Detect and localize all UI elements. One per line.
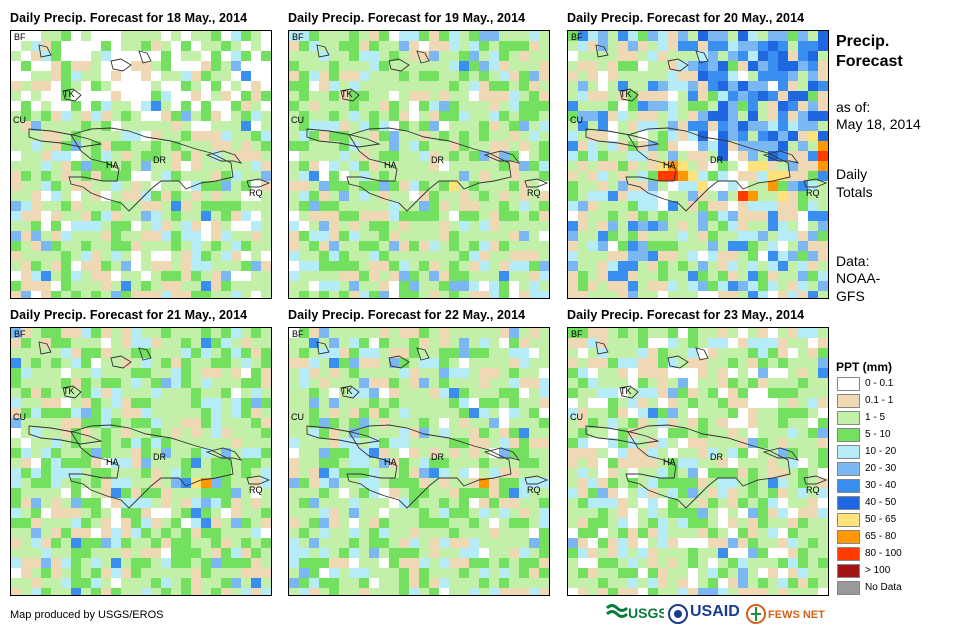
legend-label: 0.1 - 1 (865, 395, 894, 406)
map-label-bf: BF (571, 329, 583, 339)
data-line1: Data: (836, 253, 870, 269)
usgs-text: USGS (628, 605, 664, 621)
forecast-map-3: BF TK CU HA DR RQ (567, 30, 829, 299)
legend-swatch (837, 462, 860, 476)
panel-title-2: Daily Precip. Forecast for 19 May., 2014 (288, 11, 526, 25)
map-label-dr: DR (431, 452, 444, 462)
forecast-map-4: BF TK CU HA DR RQ (10, 327, 272, 596)
map-label-rq: RQ (527, 188, 541, 198)
forecast-map-6: BF TK CU HA DR RQ (567, 327, 829, 596)
map-label-dr: DR (153, 452, 166, 462)
panel-title-5: Daily Precip. Forecast for 22 May., 2014 (288, 308, 526, 322)
map-label-rq: RQ (527, 485, 541, 495)
panel-title-4: Daily Precip. Forecast for 21 May., 2014 (10, 308, 248, 322)
map-label-bf: BF (292, 32, 304, 42)
legend-label: 40 - 50 (865, 497, 897, 508)
legend-swatch (837, 547, 860, 561)
data-line3: GFS (836, 288, 865, 304)
legend-swatch (837, 496, 860, 510)
legend-label: 10 - 20 (865, 446, 897, 457)
map-label-bf: BF (292, 329, 304, 339)
legend-swatch (837, 394, 860, 408)
map-label-ha: HA (663, 457, 676, 467)
map-label-rq: RQ (806, 485, 820, 495)
forecast-map-5: BF TK CU HA DR RQ (288, 327, 550, 596)
map-label-bf: BF (14, 329, 26, 339)
totals-line1: Daily (836, 166, 868, 182)
map-label-tk: TK (620, 89, 632, 99)
side-title-line2: Forecast (836, 53, 903, 70)
legend-label: No Data (865, 582, 902, 593)
legend-swatch (837, 581, 860, 595)
usaid-seal-icon (668, 602, 688, 626)
map-label-tk: TK (63, 386, 75, 396)
legend-swatch (837, 479, 860, 493)
map-label-cu: CU (13, 412, 26, 422)
asof-date: May 18, 2014 (836, 116, 921, 132)
map-label-rq: RQ (249, 188, 263, 198)
map-label-tk: TK (63, 89, 75, 99)
forecast-map-2: BF TK CU HA DR RQ (288, 30, 550, 299)
forecast-map-1: BF TK CU HA DR RQ (10, 30, 272, 299)
credit-text: Map produced by USGS/EROS (10, 609, 164, 621)
legend-swatch (837, 445, 860, 459)
legend-label: > 100 (865, 565, 891, 576)
map-label-dr: DR (710, 155, 723, 165)
panel-title-3: Daily Precip. Forecast for 20 May., 2014 (567, 11, 805, 25)
map-label-ha: HA (384, 160, 397, 170)
legend-swatch (837, 428, 860, 442)
map-label-cu: CU (570, 412, 583, 422)
legend-label: 5 - 10 (865, 429, 891, 440)
legend-label: 1 - 5 (865, 412, 886, 423)
map-label-ha: HA (663, 160, 676, 170)
legend-label: 50 - 65 (865, 514, 897, 525)
legend-swatch (837, 530, 860, 544)
map-label-dr: DR (431, 155, 444, 165)
legend-label: 30 - 40 (865, 480, 897, 491)
map-label-ha: HA (106, 457, 119, 467)
map-label-dr: DR (153, 155, 166, 165)
side-title-line1: Precip. (836, 33, 890, 50)
map-label-tk: TK (341, 89, 353, 99)
map-label-cu: CU (291, 115, 304, 125)
legend-label: 20 - 30 (865, 463, 897, 474)
asof-label: as of: (836, 99, 871, 115)
map-label-ha: HA (384, 457, 397, 467)
usaid-text: USAID (690, 603, 740, 620)
map-label-cu: CU (13, 115, 26, 125)
map-label-bf: BF (571, 32, 583, 42)
map-label-bf: BF (14, 32, 26, 42)
usgs-logo: USGS (605, 602, 668, 626)
legend-swatch (837, 564, 860, 578)
map-label-rq: RQ (806, 188, 820, 198)
legend-title: PPT (mm) (836, 360, 893, 374)
panel-title-6: Daily Precip. Forecast for 23 May., 2014 (567, 308, 805, 322)
data-line2: NOAA- (836, 270, 881, 286)
map-label-tk: TK (620, 386, 632, 396)
legend-swatch (837, 377, 860, 391)
map-label-cu: CU (291, 412, 304, 422)
fews-text: FEWS NET (768, 609, 825, 621)
map-label-cu: CU (570, 115, 583, 125)
fews-net-logo: FEWS NET (746, 603, 826, 627)
map-label-ha: HA (106, 160, 119, 170)
totals-line2: Totals (836, 184, 873, 200)
usaid-logo: USAID (690, 603, 740, 627)
legend-label: 0 - 0.1 (865, 378, 894, 389)
legend-label: 80 - 100 (865, 548, 902, 559)
legend-swatch (837, 513, 860, 527)
map-label-rq: RQ (249, 485, 263, 495)
legend-label: 65 - 80 (865, 531, 897, 542)
usgs-wave-icon: USGS (605, 604, 668, 621)
map-label-dr: DR (710, 452, 723, 462)
panel-title-1: Daily Precip. Forecast for 18 May., 2014 (10, 11, 248, 25)
map-label-tk: TK (341, 386, 353, 396)
legend-swatch (837, 411, 860, 425)
